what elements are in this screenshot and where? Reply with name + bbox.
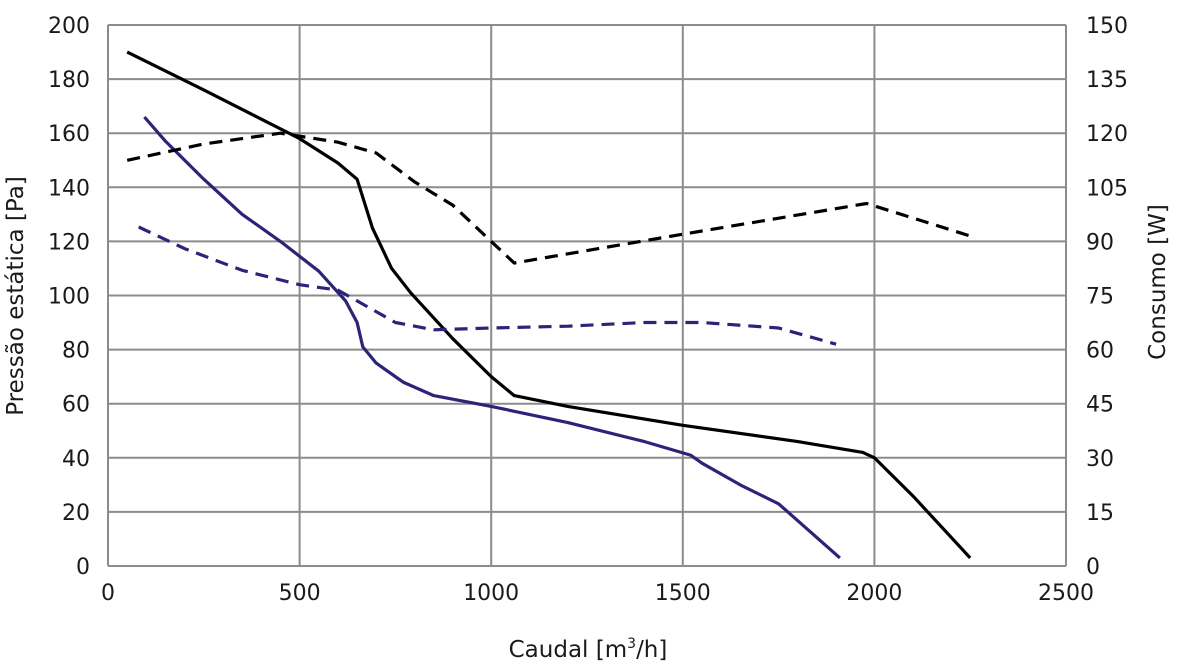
- x-tick-label: 0: [101, 581, 115, 606]
- series-line-pressure-solid-2: [143, 115, 841, 560]
- y2-tick-label: 0: [1086, 555, 1100, 580]
- y2-tick-label: 30: [1086, 447, 1114, 472]
- x-tick-label: 1500: [655, 581, 711, 606]
- y2-tick-label: 60: [1086, 339, 1114, 364]
- series-line-pressure-solid-1: [126, 50, 972, 559]
- series-line-consumption-dashed-3: [126, 131, 971, 265]
- y2-tick-label: 105: [1086, 176, 1128, 201]
- y-tick-label: 100: [48, 285, 90, 310]
- y-tick-label: 140: [48, 176, 90, 201]
- y-tick-label: 60: [62, 393, 90, 418]
- x-tick-label: 2000: [846, 581, 902, 606]
- y-tick-label: 120: [48, 230, 90, 255]
- y2-tick-label: 90: [1086, 230, 1114, 255]
- y2-tick-label: 150: [1086, 14, 1128, 39]
- x-tick-label: 2500: [1038, 581, 1094, 606]
- y2-tick-label: 120: [1086, 122, 1128, 147]
- x-axis-title-end: /h]: [636, 637, 667, 663]
- y2-tick-label: 135: [1086, 68, 1128, 93]
- series-line-consumption-dashed-4: [138, 225, 837, 346]
- y2-axis-title: Consumo [W]: [1145, 204, 1171, 360]
- y-axis-title: Pressão estática [Pa]: [3, 176, 29, 416]
- y-tick-label: 80: [62, 339, 90, 364]
- y-tick-label: 20: [62, 501, 90, 526]
- y2-tick-label: 15: [1086, 501, 1114, 526]
- x-tick-label: 1000: [463, 581, 519, 606]
- series-lines: [126, 50, 972, 560]
- x-axis-title-main: Caudal [m: [509, 637, 628, 663]
- tick-labels: 0 500 1000 1500 2000 250002040608010012014016…: [48, 14, 1128, 606]
- y-tick-label: 200: [48, 14, 90, 39]
- y2-tick-label: 75: [1086, 285, 1114, 310]
- y-tick-label: 40: [62, 447, 90, 472]
- y-tick-label: 0: [76, 555, 90, 580]
- y2-tick-label: 45: [1086, 393, 1114, 418]
- x-tick-label: 500: [279, 581, 321, 606]
- x-axis-title: Caudal [m3/h]: [509, 636, 668, 663]
- y-tick-label: 160: [48, 122, 90, 147]
- grid: [107, 24, 1067, 567]
- x-axis-title-superscript: 3: [627, 636, 636, 652]
- y-tick-label: 180: [48, 68, 90, 93]
